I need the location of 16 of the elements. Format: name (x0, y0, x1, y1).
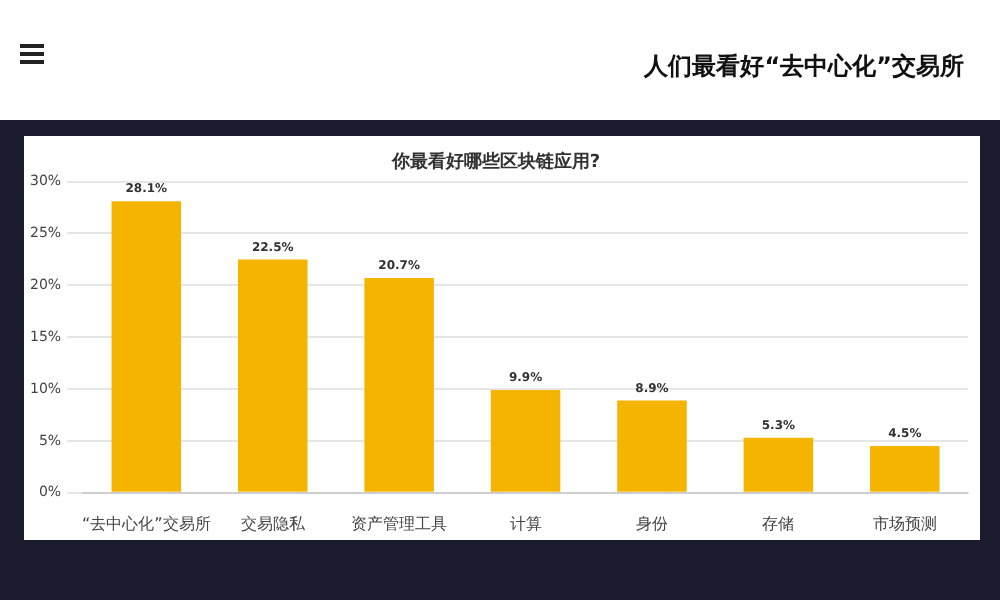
x-tick-label: 计算 (509, 514, 542, 533)
x-tick-label: 资产管理工具 (351, 514, 448, 533)
x-tick-label: “去中心化”交易所 (82, 514, 211, 533)
bar (237, 259, 308, 492)
x-tick-label: 市场预测 (872, 514, 937, 533)
x-tick-label: 身份 (635, 514, 668, 533)
bar (870, 446, 940, 492)
bar (743, 437, 814, 492)
x-tick-label: 交易隐私 (240, 514, 307, 533)
bar (111, 201, 182, 492)
x-tick-label: 存储 (762, 514, 795, 533)
bar (490, 390, 561, 492)
chart-subtitle: 你最看好哪些区块链应用? (389, 151, 601, 174)
bar (617, 400, 687, 492)
chart-title: 人们最看好“去中心化”交易所 (644, 50, 964, 84)
bar (364, 278, 434, 492)
